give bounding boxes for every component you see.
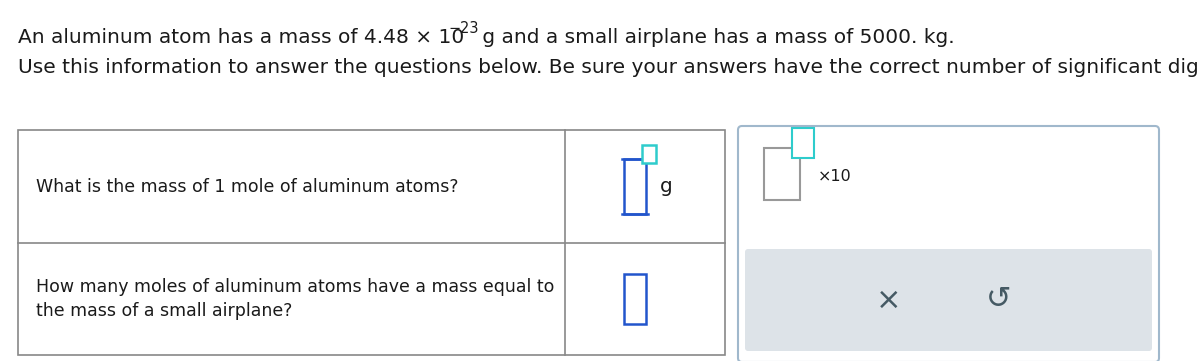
- Text: the mass of a small airplane?: the mass of a small airplane?: [36, 302, 293, 320]
- FancyBboxPatch shape: [745, 249, 1152, 351]
- Text: ×10: ×10: [818, 169, 852, 184]
- Text: ×: ×: [876, 286, 901, 314]
- Text: g: g: [660, 177, 673, 196]
- Bar: [764, 148, 800, 200]
- Bar: [18, 130, 725, 355]
- Bar: [624, 274, 646, 324]
- Text: g and a small airplane has a mass of 5000. kg.: g and a small airplane has a mass of 500…: [476, 28, 955, 47]
- FancyBboxPatch shape: [738, 126, 1159, 361]
- Text: What is the mass of 1 mole of aluminum atoms?: What is the mass of 1 mole of aluminum a…: [36, 178, 458, 196]
- Bar: [792, 128, 814, 158]
- Text: −23: −23: [448, 21, 479, 36]
- Text: ↺: ↺: [985, 286, 1012, 314]
- Bar: [624, 159, 646, 214]
- Text: Use this information to answer the questions below. Be sure your answers have th: Use this information to answer the quest…: [18, 58, 1200, 77]
- Bar: [642, 145, 656, 163]
- Text: An aluminum atom has a mass of 4.48 × 10: An aluminum atom has a mass of 4.48 × 10: [18, 28, 464, 47]
- Text: How many moles of aluminum atoms have a mass equal to: How many moles of aluminum atoms have a …: [36, 278, 554, 296]
